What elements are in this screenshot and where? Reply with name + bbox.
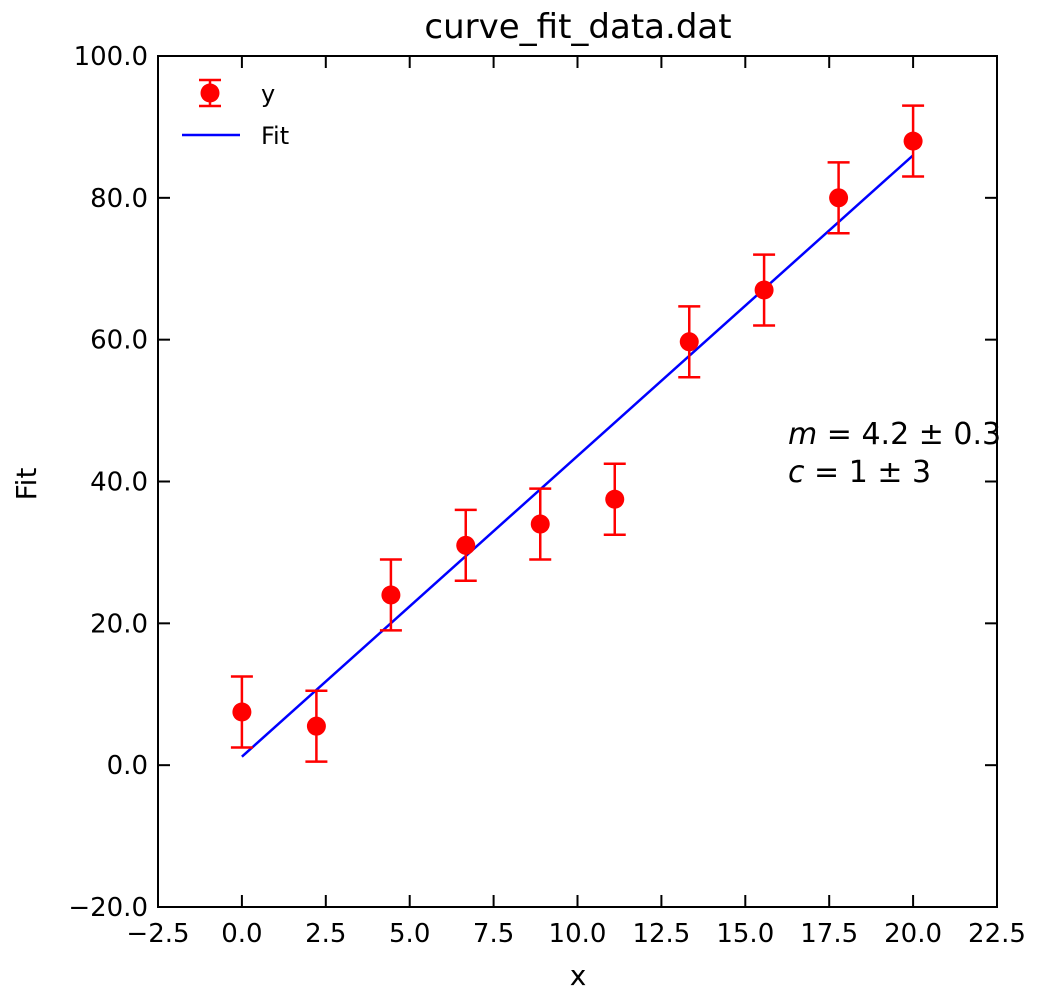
data-point — [902, 104, 925, 178]
x-tick-label: 5.0 — [389, 919, 430, 949]
legend-entry-fit: Fit — [182, 122, 289, 150]
data-point — [230, 675, 253, 749]
y-tick-label: 0.0 — [107, 751, 148, 781]
annotation-slope: m = 4.2 ± 0.3 — [788, 417, 1001, 452]
x-tick-label: 20.0 — [884, 919, 942, 949]
annotation-intercept: c = 1 ± 3 — [788, 455, 931, 490]
data-point-marker — [605, 489, 625, 509]
y-tick-label: 20.0 — [90, 609, 148, 639]
legend: y Fit — [182, 78, 289, 150]
data-point-marker — [232, 702, 252, 722]
annotation-intercept-symbol: c — [788, 455, 805, 490]
data-point-marker — [530, 514, 550, 534]
data-point-marker — [829, 188, 849, 208]
y-tick-label: 80.0 — [90, 184, 148, 214]
data-point — [827, 161, 850, 235]
data-point — [678, 305, 701, 379]
data-point — [454, 508, 477, 583]
x-tick-label: 17.5 — [800, 919, 858, 949]
y-tick-label: 40.0 — [90, 468, 148, 498]
data-point-marker — [903, 131, 923, 151]
chart-title: curve_fit_data.dat — [424, 7, 731, 47]
plot-frame — [157, 55, 998, 908]
x-axis-label: x — [570, 959, 587, 992]
data-point-marker — [306, 716, 326, 736]
x-tick-label: 7.5 — [473, 919, 514, 949]
x-tick-label: 15.0 — [716, 919, 774, 949]
x-tick-label: 22.5 — [968, 919, 1026, 949]
data-point-marker — [679, 332, 699, 352]
series-line-fit — [241, 154, 914, 758]
data-point-marker — [381, 585, 401, 605]
x-tick-label: 12.5 — [632, 919, 690, 949]
annotation-intercept-value: = 1 ± 3 — [805, 455, 932, 490]
points-layer — [230, 104, 925, 763]
ticks: −2.5 0.0 2.5 5.0 7.5 10.0 12.5 15.0 17.5 20.0 22.5… — [68, 42, 1026, 949]
data-point — [305, 689, 328, 763]
y-tick-label: −20.0 — [68, 893, 148, 923]
annotation-slope-value: = 4.2 ± 0.3 — [817, 417, 1001, 452]
annotation-slope-symbol: m — [788, 417, 817, 452]
legend-point-marker — [200, 83, 220, 103]
data-point — [603, 462, 626, 536]
y-axis-label: Fit — [10, 468, 43, 501]
data-point-marker — [456, 535, 476, 555]
legend-entry-y: y — [199, 78, 275, 108]
y-tick-label: 100.0 — [74, 42, 148, 72]
legend-label-fit: Fit — [261, 122, 289, 150]
x-tick-label: 0.0 — [221, 919, 262, 949]
y-tick-label: 60.0 — [90, 326, 148, 356]
data-point — [529, 487, 552, 561]
data-point-marker — [754, 280, 774, 300]
x-tick-label: 2.5 — [305, 919, 346, 949]
x-tick-label: 10.0 — [549, 919, 607, 949]
x-tick-label: −2.5 — [126, 919, 189, 949]
data-point — [379, 558, 402, 632]
data-point — [753, 253, 776, 327]
fit-layer — [241, 154, 914, 758]
legend-label-y: y — [261, 80, 275, 108]
